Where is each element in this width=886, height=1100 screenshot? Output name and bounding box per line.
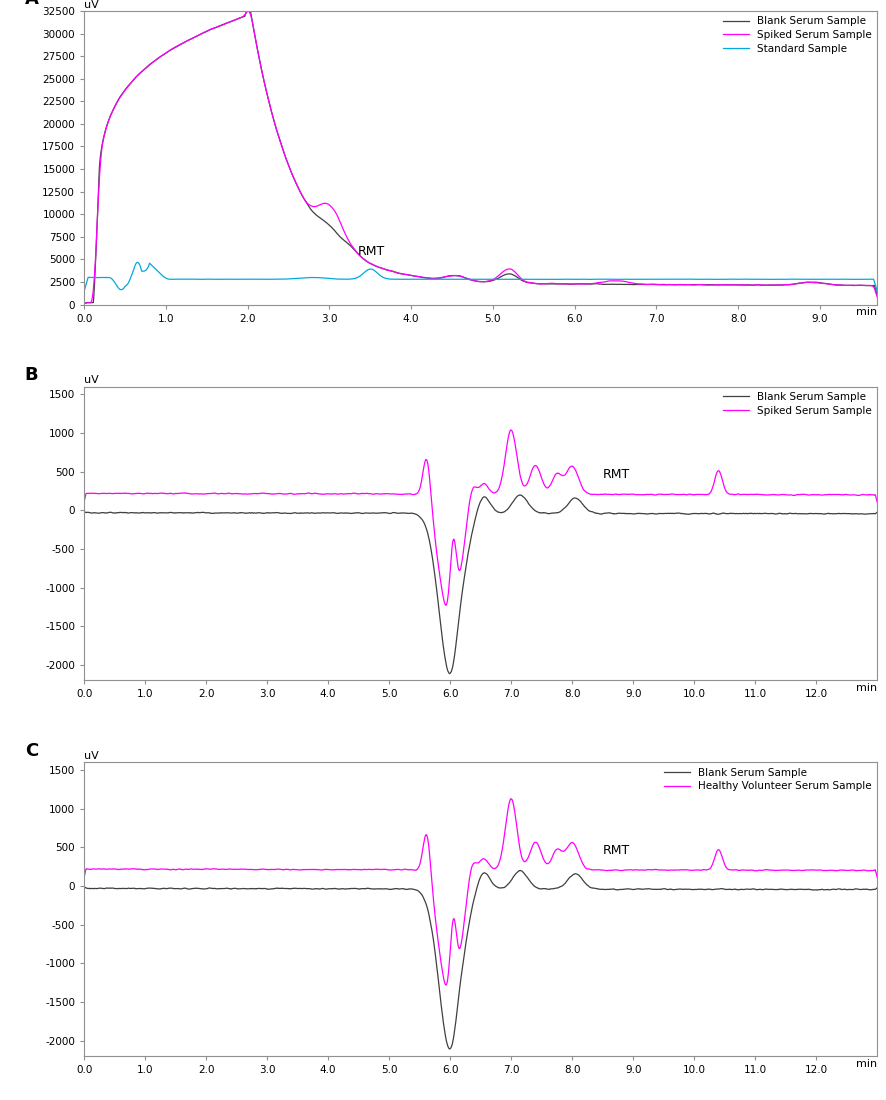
Text: uV: uV [84,375,99,385]
Blank Serum Sample [120,84,130,97]
Blank Serum Sample [383,882,393,895]
Text: A: A [25,0,39,8]
Blank Serum Sample [169,506,180,519]
Line: Standard Sample: Standard Sample [84,263,877,292]
Spiked Serum Sample [506,424,517,437]
Spiked Serum Sample [772,488,782,502]
Text: B: B [25,366,38,384]
Standard Sample [444,273,455,286]
Blank Serum Sample [872,506,882,519]
Healthy Volunteer Serum Sample [506,792,517,805]
Healthy Volunteer Serum Sample [169,862,180,876]
Spiked Serum Sample [216,487,227,500]
Spiked Serum Sample [703,278,714,292]
Standard Sample [872,284,882,297]
Text: RMT: RMT [358,245,385,257]
Line: Spiked Serum Sample: Spiked Serum Sample [84,430,877,605]
Text: uV: uV [84,0,99,10]
Spiked Serum Sample [243,4,253,18]
Blank Serum Sample [169,882,180,895]
Blank Serum Sample [444,270,455,283]
Healthy Volunteer Serum Sample [872,870,882,883]
Blank Serum Sample [79,880,89,893]
Text: C: C [25,741,38,759]
Blank Serum Sample [383,507,393,520]
Spiked Serum Sample [383,487,393,500]
Text: uV: uV [84,751,99,761]
Legend: Blank Serum Sample, Spiked Serum Sample: Blank Serum Sample, Spiked Serum Sample [723,392,872,416]
Healthy Volunteer Serum Sample [857,864,867,877]
Healthy Volunteer Serum Sample [383,864,393,877]
Blank Serum Sample [444,667,455,680]
Spiked Serum Sample [79,297,89,310]
Standard Sample [703,273,714,286]
Standard Sample [132,256,143,270]
Text: min: min [856,683,877,693]
Blank Serum Sample [857,883,867,896]
Text: min: min [856,1059,877,1069]
Blank Serum Sample [79,505,89,518]
Spiked Serum Sample [872,495,882,508]
Blank Serum Sample [772,507,782,520]
Spiked Serum Sample [872,290,882,304]
Spiked Serum Sample [465,273,476,286]
Spiked Serum Sample [444,270,455,283]
Healthy Volunteer Serum Sample [772,864,782,877]
Standard Sample [849,273,859,286]
Spiked Serum Sample [120,85,130,98]
Line: Blank Serum Sample: Blank Serum Sample [84,495,877,673]
Blank Serum Sample [216,882,227,895]
Text: RMT: RMT [602,468,630,481]
Healthy Volunteer Serum Sample [216,862,227,876]
Blank Serum Sample [857,507,867,520]
Blank Serum Sample [79,297,89,310]
Blank Serum Sample [216,506,227,519]
Spiked Serum Sample [857,488,867,502]
Blank Serum Sample [515,864,525,877]
Standard Sample [120,280,130,294]
Line: Blank Serum Sample: Blank Serum Sample [84,870,877,1049]
Standard Sample [79,285,89,298]
Spiked Serum Sample [169,487,180,500]
Spiked Serum Sample [440,598,451,612]
Blank Serum Sample [243,3,253,16]
Healthy Volunteer Serum Sample [440,979,451,992]
Spiked Serum Sample [849,278,859,292]
Standard Sample [465,273,476,286]
Line: Healthy Volunteer Serum Sample: Healthy Volunteer Serum Sample [84,799,877,986]
Blank Serum Sample [849,279,859,293]
Text: min: min [856,308,877,318]
Legend: Blank Serum Sample, Healthy Volunteer Serum Sample: Blank Serum Sample, Healthy Volunteer Se… [664,768,872,791]
Blank Serum Sample [445,1043,455,1056]
Blank Serum Sample [417,890,428,903]
Spiked Serum Sample [417,468,428,481]
Spiked Serum Sample [849,278,859,292]
Healthy Volunteer Serum Sample [79,870,89,883]
Text: RMT: RMT [602,844,630,857]
Blank Serum Sample [465,273,476,286]
Blank Serum Sample [872,288,882,301]
Blank Serum Sample [417,514,428,527]
Spiked Serum Sample [79,495,89,508]
Blank Serum Sample [515,488,525,502]
Healthy Volunteer Serum Sample [417,844,428,857]
Line: Blank Serum Sample: Blank Serum Sample [84,10,877,304]
Legend: Blank Serum Sample, Spiked Serum Sample, Standard Sample: Blank Serum Sample, Spiked Serum Sample,… [723,16,872,54]
Blank Serum Sample [849,279,859,293]
Standard Sample [849,273,859,286]
Blank Serum Sample [772,883,782,896]
Blank Serum Sample [872,881,882,894]
Line: Spiked Serum Sample: Spiked Serum Sample [84,11,877,304]
Blank Serum Sample [703,278,714,292]
